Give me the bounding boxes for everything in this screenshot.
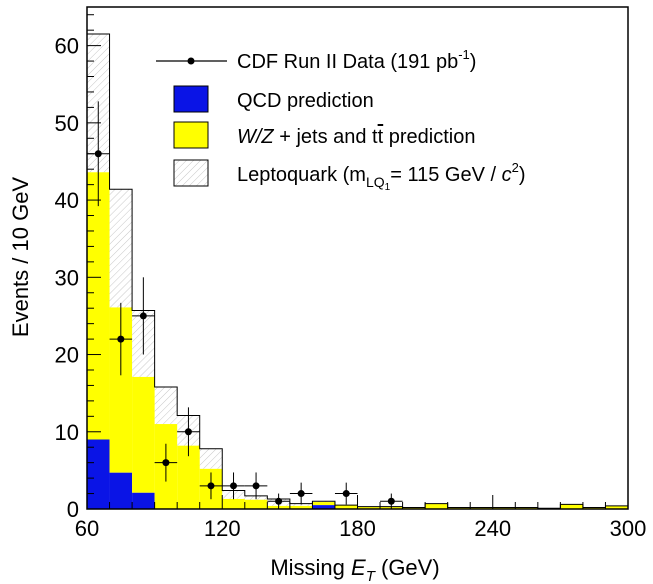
- y-axis-title: Events / 10 GeV: [8, 177, 33, 338]
- legend-entry-leptoquark: Leptoquark (mLQ1= 115 GeV / c2): [173, 159, 526, 193]
- data-point: [230, 482, 238, 490]
- data-point: [139, 312, 147, 320]
- legend: CDF Run II Data (191 pb-1) QCD predictio…: [156, 47, 526, 193]
- y-tick-label: 20: [55, 343, 79, 368]
- wz-bar: [515, 507, 538, 509]
- wz-bar: [87, 172, 110, 440]
- wz-bar: [470, 507, 493, 509]
- wz-bar: [244, 499, 268, 509]
- y-tick-label: 10: [55, 420, 79, 445]
- x-axis-title-var: E: [351, 555, 366, 580]
- wz-bar: [109, 307, 133, 473]
- wz-bar: [334, 505, 358, 509]
- legend-entry-data: CDF Run II Data (191 pb-1): [156, 47, 476, 73]
- y-tick-label: 40: [55, 188, 79, 213]
- x-tick-label: 240: [474, 516, 511, 541]
- x-tick-label: 180: [339, 516, 376, 541]
- legend-wz-tbar: t: [378, 126, 384, 148]
- x-tick-label: 120: [204, 516, 241, 541]
- qcd-bar: [109, 472, 133, 509]
- qcd-bar: [312, 505, 335, 509]
- legend-data-label: CDF Run II Data (191 pb-1): [237, 47, 476, 73]
- leptoquark-bar: [289, 503, 313, 506]
- legend-wz-swatch: [173, 121, 209, 149]
- leptoquark-bar: [154, 386, 178, 425]
- y-tick-label: 50: [55, 111, 79, 136]
- wz-bar: [132, 376, 155, 493]
- data-point: [207, 482, 215, 490]
- legend-qcd-swatch: [173, 85, 209, 113]
- legend-leptoquark-label: Leptoquark (mLQ1= 115 GeV / c2): [237, 160, 526, 193]
- legend-qcd-label: QCD prediction: [237, 90, 374, 112]
- data-point: [184, 428, 192, 436]
- wz-bar: [582, 507, 606, 509]
- wz-bar: [447, 507, 471, 509]
- data-point: [387, 497, 395, 505]
- data-point: [117, 335, 125, 343]
- wz-bar: [492, 507, 516, 509]
- legend-entry-qcd: QCD prediction: [173, 85, 374, 113]
- y-tick-label: 0: [67, 497, 79, 522]
- data-point: [252, 482, 260, 490]
- x-axis-title-prefix: Missing: [270, 555, 351, 580]
- legend-wz-label: W/Z + jets and tt prediction: [237, 126, 475, 148]
- data-point: [94, 150, 102, 158]
- wz-bar: [222, 498, 245, 509]
- data-point: [342, 490, 350, 498]
- data-point: [297, 490, 305, 498]
- x-axis-title-suffix: (GeV): [375, 555, 440, 580]
- legend-leptoquark-swatch: [173, 159, 209, 187]
- leptoquark-bar: [109, 189, 133, 308]
- legend-data-marker: [187, 57, 195, 65]
- x-tick-label: 60: [75, 516, 99, 541]
- wz-bar: [425, 503, 448, 509]
- x-tick-label: 300: [610, 516, 647, 541]
- wz-bar: [605, 505, 628, 509]
- wz-bar: [402, 507, 426, 509]
- wz-bar: [560, 504, 583, 509]
- y-tick-label: 30: [55, 265, 79, 290]
- legend-entry-wz: W/Z + jets and tt prediction: [173, 121, 475, 149]
- leptoquark-bar: [199, 448, 223, 469]
- qcd-bar: [87, 439, 110, 509]
- y-tick-label: 60: [55, 34, 79, 59]
- wz-bar: [312, 502, 335, 506]
- data-point: [162, 459, 170, 467]
- qcd-bar: [132, 492, 155, 509]
- wz-bar: [289, 505, 313, 509]
- plot-area: 60 120 180 240 300 0 10 20 30 40 50 60: [55, 6, 647, 541]
- x-axis-title-sub: T: [366, 568, 377, 584]
- wz-bar: [357, 506, 381, 509]
- wz-bar: [177, 445, 200, 509]
- data-point: [275, 497, 283, 505]
- x-axis-title: Missing ET (GeV): [270, 555, 439, 584]
